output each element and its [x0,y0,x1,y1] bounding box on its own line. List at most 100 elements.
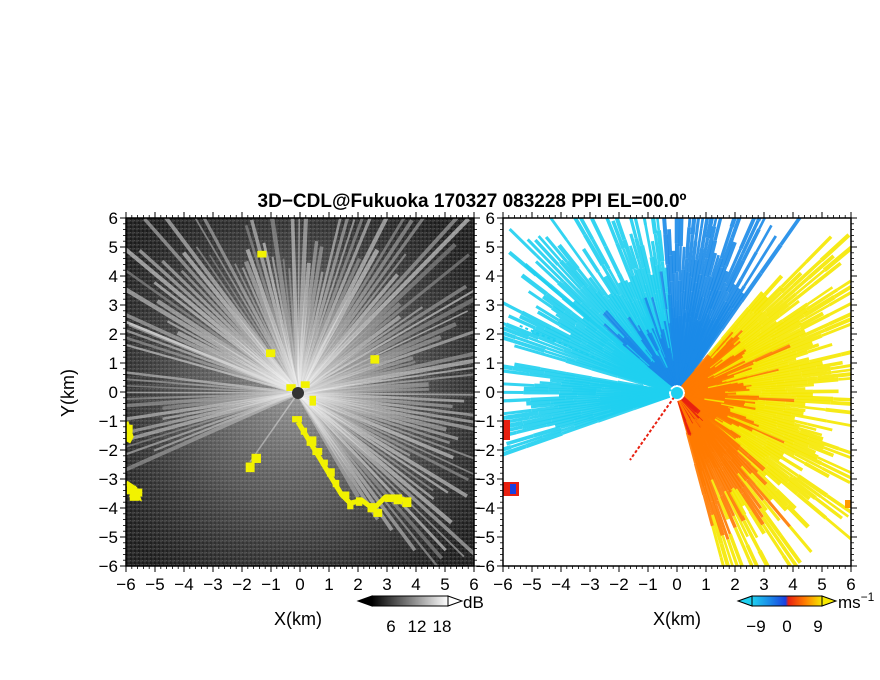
x-tick-label: 2 [353,575,362,594]
velocity-beam-segment [795,269,826,295]
velocity-beam-segment [703,276,714,300]
velocity-beam-segment [765,387,786,392]
velocity-beam-segment [602,323,628,348]
velocity-beam-segment [787,476,817,500]
velocity-beam-segment [715,300,728,320]
velocity-beam-segment [503,326,530,340]
velocity-beam-segment [503,416,531,425]
velocity-beam-segment [561,338,591,355]
x-tick-label: 2 [730,575,739,594]
velocity-beam-segment [765,456,795,479]
velocity-beam-segment [814,496,843,520]
velocity-beam-segment [719,237,735,269]
velocity-beam-segment [520,273,549,296]
velocity-beam-segment [799,313,831,332]
velocity-beam-segment [780,260,808,289]
velocity-beam-segment [778,534,802,564]
velocity-beam-segment [618,281,631,301]
velocity-beam-segment [759,394,797,400]
velocity-beam-segment [698,289,713,323]
velocity-beam-segment [503,369,530,377]
velocity-beam-segment [626,316,645,342]
velocity-beam-segment [763,370,791,379]
velocity-beam-segment [759,243,783,275]
velocity-beam-segment [591,238,611,270]
velocity-beam-segment [622,239,637,270]
velocity-beam-segment [546,346,578,360]
velocity-beam-segment [503,444,527,457]
velocity-beam-segment [798,311,825,328]
velocity-beam-segment [730,310,758,339]
velocity-beam-segment [751,295,769,314]
intensity-radar-site [292,387,304,399]
velocity-beam-segment [710,514,724,544]
velocity-beam-segment [653,233,662,272]
velocity-beam-segment [681,370,697,388]
x-tick-label: −4 [551,575,570,594]
velocity-beam-segment [813,261,842,286]
x-tick-label: 1 [701,575,710,594]
velocity-beam-segment [855,480,880,497]
velocity-beam-segment [767,468,799,496]
intensity-x-axis-label: X(km) [274,609,322,629]
velocity-beam-segment [807,342,833,354]
intensity-echo-patch [251,453,261,463]
velocity-beam-segment [795,343,820,354]
x-tick-label: 4 [411,575,420,594]
intensity-colorbar-tick: 6 [386,617,395,636]
y-tick-label: −2 [476,441,495,460]
velocity-beam-segment [784,376,819,383]
velocity-beam-segment [589,307,619,336]
velocity-beam-segment [581,247,600,273]
velocity-beam-segment [570,401,604,410]
velocity-beam-segment [780,271,803,294]
velocity-beam-segment [553,400,578,407]
velocity-beam-segment [508,250,538,277]
velocity-beam-segment [756,218,762,222]
velocity-beam-segment [746,382,778,390]
velocity-beam-segment [830,400,851,406]
velocity-beam-segment [739,435,771,459]
velocity-colorbar-tick: 9 [813,617,822,636]
velocity-beam-segment [756,319,785,340]
velocity-beam-segment [503,445,512,452]
velocity-beam-segment [584,325,609,345]
y-tick-label: 0 [486,383,495,402]
velocity-beam-segment [703,485,715,516]
velocity-beam-segment [807,254,835,280]
velocity-beam-segment [723,490,738,515]
velocity-beam-segment [772,371,802,380]
velocity-beam-segment [706,463,723,497]
velocity-beam-segment [535,254,565,283]
velocity-beam-segment [710,254,720,278]
velocity-beam-segment [512,339,546,353]
velocity-beam-segment [523,386,549,392]
velocity-beam-segment [586,398,615,406]
velocity-beam-segment [564,404,600,414]
velocity-beam-segment [635,268,648,293]
velocity-beam-segment [710,479,722,500]
velocity-beam-segment [598,312,625,339]
velocity-beam-segment [565,394,600,400]
velocity-beam-segment [764,402,786,410]
velocity-beam-segment [581,336,605,352]
velocity-beam-segment [746,437,765,451]
velocity-beam-segment [738,452,759,473]
velocity-beam-segment [820,495,850,518]
figure-title: 3D−CDL@Fukuoka 170327 083228 PPI EL=00.0… [258,191,687,212]
intensity-echo-front [295,420,407,512]
velocity-beam-segment [806,286,834,306]
velocity-beam-segment [711,525,723,558]
velocity-beam-segment [763,405,784,412]
x-tick-label: 0 [672,575,681,594]
velocity-beam-segment [735,488,752,513]
velocity-beam-segment [750,411,773,420]
velocity-beam-segment [695,228,703,261]
velocity-beam-segment [626,298,640,318]
velocity-beam-segment [792,259,823,288]
velocity-beam-segment [755,435,782,452]
velocity-beam-segment [747,291,765,310]
velocity-beam-segment [680,290,687,323]
velocity-beam-segment [820,461,851,480]
velocity-beam-segment [743,513,759,539]
